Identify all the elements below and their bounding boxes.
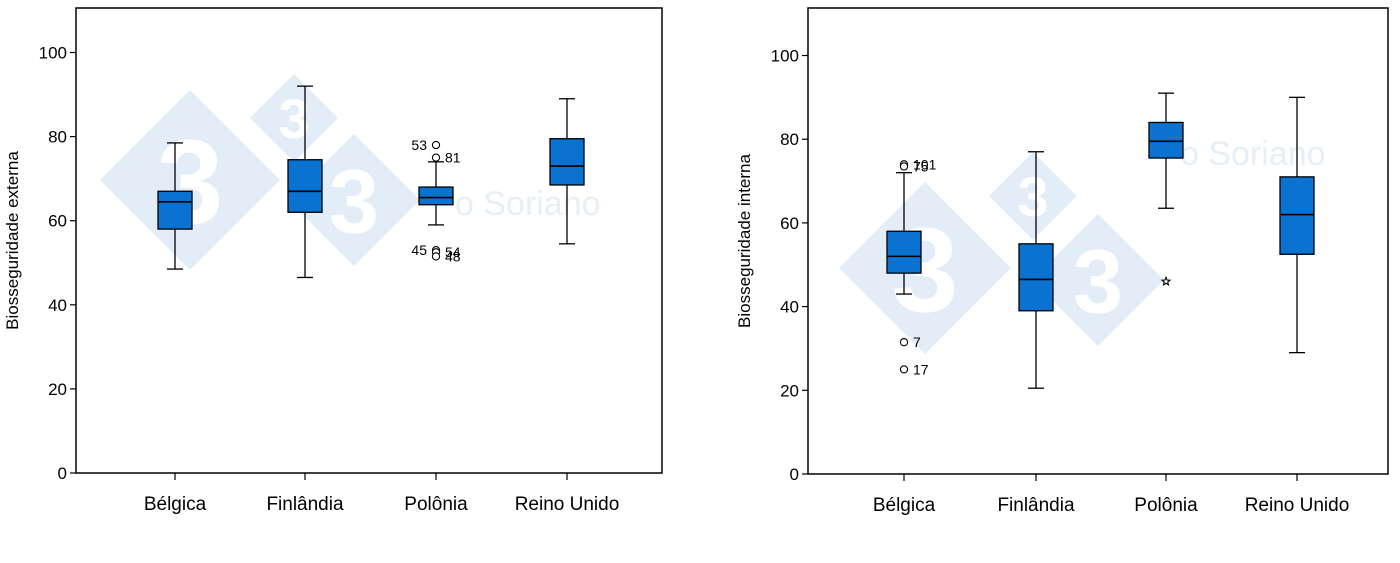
- iqr-box: [157, 190, 193, 230]
- watermark-diamond: [1032, 214, 1164, 346]
- outlier-star: [1160, 275, 1172, 287]
- watermark-text: o Soriano: [455, 185, 601, 223]
- iqr-box: [1279, 176, 1315, 255]
- watermark-digit: 3: [329, 152, 379, 252]
- watermark-text: o Soriano: [1180, 135, 1326, 173]
- x-tick-label: Reino Unido: [1245, 495, 1350, 516]
- y-tick-label: 80: [48, 128, 67, 147]
- iqr-box: [549, 138, 585, 186]
- outlier-label: 45: [411, 242, 427, 258]
- outlier-point: [899, 365, 909, 374]
- box-bélgica: [157, 142, 193, 270]
- box-reino-unido: [549, 98, 585, 245]
- outlier-label: 17: [913, 361, 929, 377]
- y-tick-label: 40: [48, 296, 67, 315]
- y-tick-label: 100: [39, 44, 67, 63]
- outlier-point: [431, 153, 441, 162]
- watermark-digit: 3: [1017, 165, 1048, 228]
- y-tick-label: 40: [780, 298, 799, 317]
- y-tick-label: 100: [771, 47, 799, 66]
- outlier-label: 81: [445, 150, 461, 166]
- box-finlândia: [1018, 151, 1054, 389]
- watermark-diamond: [100, 90, 280, 270]
- outlier-label: 101: [913, 156, 937, 172]
- x-tick-label: Finlândia: [266, 494, 344, 515]
- watermark-diamond: [839, 182, 1011, 354]
- y-tick-label: 20: [48, 380, 67, 399]
- iqr-box: [1148, 121, 1184, 159]
- plot-frame: [75, 7, 663, 474]
- outlier-label: 48: [445, 248, 461, 264]
- watermark-diamond: [250, 74, 338, 162]
- chart-internal-biosecurity: 0 20 40 60 80 100 Biosseguridade interna Bélgic…: [735, 7, 1389, 516]
- x-tick-label: Bélgica: [144, 494, 207, 515]
- watermark-digit: 3: [1073, 232, 1123, 332]
- iqr-box: [418, 186, 454, 206]
- outlier-label: 54: [445, 244, 461, 260]
- outlier-point: [899, 162, 909, 171]
- y-tick-label: 80: [780, 130, 799, 149]
- y-tick-label: 0: [58, 464, 67, 483]
- y-axis-label: Biosseguridade interna: [735, 154, 754, 328]
- box-finlândia: [287, 85, 323, 279]
- y-tick-label: 60: [780, 214, 799, 233]
- box-reino-unido: [1279, 96, 1315, 354]
- outlier-point: [899, 338, 909, 347]
- y-tick-label: 0: [790, 465, 799, 484]
- outlier-point: [431, 140, 441, 150]
- outlier-label: 7: [913, 334, 921, 350]
- y-tick-label: 60: [48, 212, 67, 231]
- chart-external-biosecurity: 0 20 40 60 80 100 Biosseguridade externa Bélgic…: [3, 7, 663, 515]
- y-tick-label: 20: [780, 381, 799, 400]
- outlier-label: 75: [913, 158, 929, 174]
- box-polônia: [1148, 92, 1184, 287]
- iqr-box: [287, 159, 323, 213]
- outlier-point: [431, 252, 441, 261]
- x-tick-label: Bélgica: [873, 495, 936, 516]
- y-axis-label: Biosseguridade externa: [3, 151, 22, 330]
- x-tick-label: Finlândia: [997, 495, 1075, 516]
- outlier-label: 53: [411, 137, 427, 153]
- iqr-box: [886, 230, 922, 274]
- x-tick-label: Polônia: [1134, 495, 1198, 516]
- iqr-box: [1018, 243, 1054, 312]
- plot-frame: [807, 7, 1389, 475]
- x-tick-label: Reino Unido: [515, 494, 620, 515]
- x-tick-label: Polônia: [404, 494, 468, 515]
- watermark-diamond: [989, 152, 1077, 240]
